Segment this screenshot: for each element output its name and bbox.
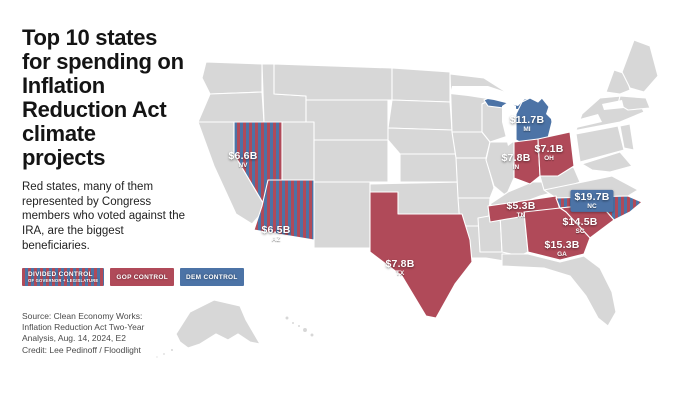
- legend-dem-label: DEM CONTROL: [186, 273, 238, 281]
- source-line-4: Credit: Lee Pedinoff / Floodlight: [22, 344, 141, 355]
- source-line-3: Analysis, Aug. 14, 2024, E2: [22, 333, 126, 344]
- legend-gop-label: GOP CONTROL: [116, 273, 168, 281]
- state-ga: [523, 207, 591, 261]
- source-note: Source: Clean Economy Works: Inflation R…: [22, 311, 144, 356]
- legend-dem-chip: DEM CONTROL: [180, 268, 244, 286]
- legend-gop-chip: GOP CONTROL: [110, 268, 174, 286]
- state-oh: [537, 131, 575, 177]
- source-line-2: Inflation Reduction Act Two-Year: [22, 322, 145, 333]
- legend-divided-sublabel: OF GOVERNOR + LEGISLATURE: [28, 278, 99, 283]
- control-legend: DIVIDED CONTROL OF GOVERNOR + LEGISLATUR…: [22, 268, 244, 286]
- page-description: Red states, many of them represented by …: [22, 181, 186, 252]
- legend-divided-label: DIVIDED CONTROL: [28, 271, 93, 278]
- state-tx: [369, 191, 473, 319]
- page-title: Top 10 states for spending on Inflation …: [22, 25, 184, 170]
- legend-divided-chip: DIVIDED CONTROL OF GOVERNOR + LEGISLATUR…: [22, 268, 105, 286]
- state-az: [253, 179, 315, 241]
- state-in: [513, 138, 541, 185]
- source-line-1: Source: Clean Economy Works:: [22, 311, 143, 321]
